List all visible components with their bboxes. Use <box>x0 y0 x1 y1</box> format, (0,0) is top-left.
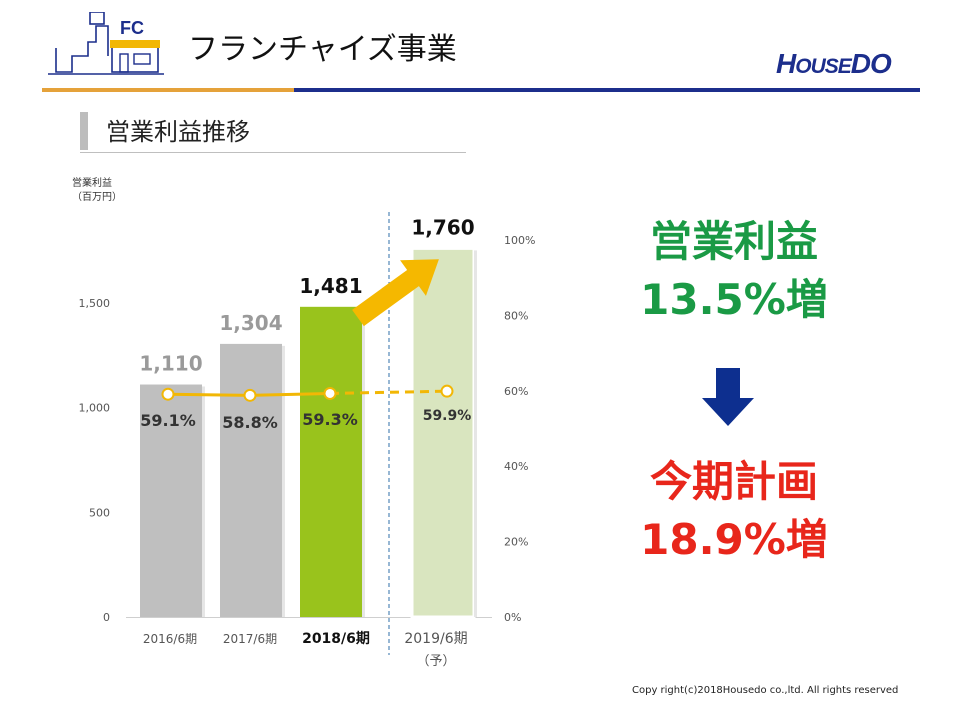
brand-logo-do: DO <box>850 48 892 79</box>
y-tick-label-right: 0% <box>504 611 521 624</box>
x-tick-label: 2017/6期 <box>223 632 277 646</box>
brand-logo: HOUSEDO <box>776 48 892 80</box>
bar-value-label: 1,481 <box>299 274 362 298</box>
plan-label: 今期計画 <box>649 457 818 506</box>
x-tick-label: 2019/6期 <box>404 631 467 647</box>
bar-value-label: 1,110 <box>139 352 202 376</box>
section-underline <box>80 152 466 153</box>
bar <box>140 384 202 617</box>
header-divider <box>42 88 920 92</box>
bar-value-label: 1,304 <box>219 311 282 335</box>
bar-shadow <box>362 308 365 617</box>
growth-arrow-shape <box>352 259 439 327</box>
x-tick-label: 2016/6期 <box>143 632 197 646</box>
y-tick-label-right: 60% <box>504 385 528 398</box>
ratio-value-label: 59.1% <box>140 411 196 430</box>
y-tick-label-right: 40% <box>504 460 528 473</box>
copyright: Copy right(c)2018Housedo co.,ltd. All ri… <box>632 685 899 696</box>
down-arrow-icon <box>702 368 754 426</box>
bar <box>300 306 362 617</box>
ratio-line-forecast <box>329 389 448 395</box>
y-tick-label-right: 100% <box>504 234 535 247</box>
bar <box>410 246 476 619</box>
ratio-point <box>323 386 337 400</box>
bar <box>220 343 282 617</box>
bar-shadow <box>202 386 205 617</box>
ratio-point <box>440 384 454 398</box>
x-tick-label: 2018/6期 <box>302 631 370 647</box>
plan-growth: 18.9%増 <box>640 515 828 564</box>
y-tick-label-left: 1,000 <box>79 402 111 415</box>
ratio-value-label: 59.9% <box>423 408 472 424</box>
ratio-point <box>161 387 175 401</box>
fc-logo: FC <box>48 12 164 78</box>
ratio-value-label: 59.3% <box>302 410 358 429</box>
section-marker <box>80 112 88 150</box>
y-tick-label-right: 80% <box>504 309 528 322</box>
section-title: 営業利益推移 <box>106 118 250 146</box>
x-tick-sublabel: （予） <box>416 654 455 669</box>
y-axis-title: 営業利益 <box>72 176 112 189</box>
brand-logo-ouse: OUSE <box>795 55 852 78</box>
ratio-point <box>243 388 257 402</box>
fc-logo-text: FC <box>120 18 144 38</box>
operating-profit-label: 営業利益 <box>649 217 818 266</box>
bar-shadow <box>474 250 477 617</box>
y-axis-title: （百万円） <box>72 191 122 203</box>
page-title: フランチャイズ事業 <box>188 32 457 67</box>
ratio-value-label: 58.8% <box>222 413 278 432</box>
brand-logo-h: H <box>776 48 796 79</box>
growth-arrow-icon <box>352 259 439 327</box>
y-tick-label-left: 1,500 <box>79 297 111 310</box>
bar-shadow <box>282 345 285 617</box>
operating-profit-growth: 13.5%増 <box>640 275 828 324</box>
y-tick-label-left: 500 <box>89 506 110 519</box>
bar-value-label: 1,760 <box>411 215 474 239</box>
y-tick-label-left: 0 <box>103 611 110 624</box>
y-tick-label-right: 20% <box>504 536 528 549</box>
operating-profit-chart: 営業利益 （百万円） 0 500 1,000 1,500 0% 20% 40% 60% 80% 100… <box>72 176 535 669</box>
